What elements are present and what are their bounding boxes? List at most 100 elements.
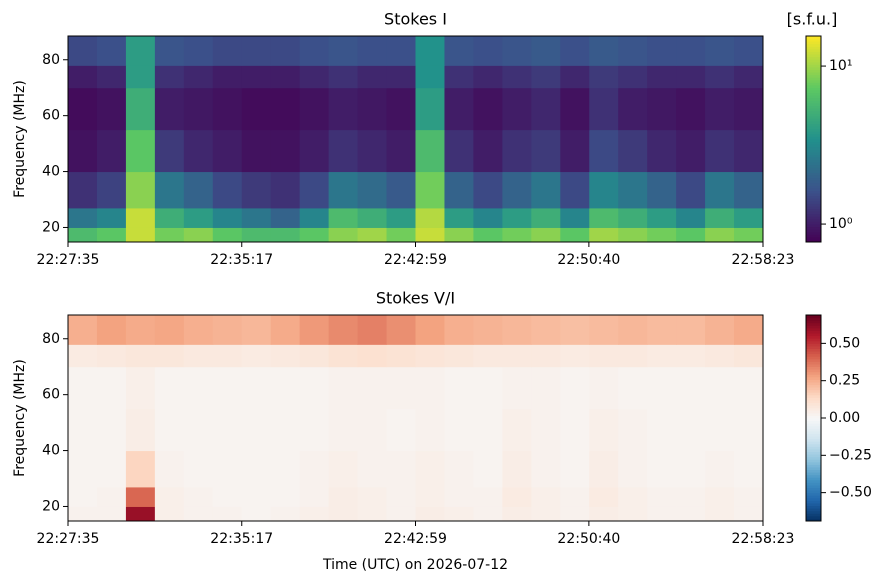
colorbar-step: [806, 345, 821, 349]
colorbar-tick-label: −0.50: [829, 485, 872, 501]
colorbar-step: [806, 51, 821, 55]
heatmap-cell: [183, 344, 214, 368]
colorbar-step: [806, 376, 821, 380]
y-tick-label: 20: [42, 219, 60, 235]
heatmap-cell: [502, 65, 532, 89]
colorbar-step: [806, 133, 821, 137]
heatmap-cell: [212, 486, 243, 507]
heatmap-cell: [676, 207, 706, 228]
colorbar-tick-label: 10¹: [829, 58, 852, 74]
colorbar-step: [806, 100, 821, 104]
colorbar-step: [806, 320, 821, 324]
heatmap-cell: [183, 506, 214, 522]
colorbar-step: [806, 484, 821, 489]
colorbar-step: [806, 193, 821, 197]
heatmap-cell: [473, 344, 503, 368]
heatmap-cell: [415, 344, 445, 368]
heatmap-cell: [618, 366, 648, 410]
y-tick-label: 20: [42, 498, 60, 514]
colorbar-step: [806, 74, 821, 78]
colorbar-step: [806, 120, 821, 125]
heatmap-cell: [618, 344, 648, 368]
heatmap-cell: [531, 171, 561, 209]
colorbar-step: [806, 182, 821, 186]
colorbar-step: [806, 236, 821, 240]
heatmap-cell: [589, 506, 619, 522]
colorbar-step: [806, 348, 821, 352]
heatmap-cell: [444, 87, 474, 131]
heatmap-cell: [125, 506, 156, 522]
heatmap-cell: [270, 129, 301, 173]
heatmap-cell: [589, 129, 619, 173]
heatmap-cell: [299, 408, 330, 452]
heatmap-cell: [299, 344, 330, 368]
heatmap-cell: [125, 87, 156, 131]
heatmap-cell: [647, 207, 677, 228]
heatmap-cell: [589, 450, 619, 488]
heatmap-cell: [96, 171, 127, 209]
heatmap-cell: [299, 171, 330, 209]
heatmap-cell: [357, 36, 388, 66]
chart-title: Stokes I: [384, 10, 447, 29]
heatmap-cell: [241, 450, 272, 488]
heatmap-cell: [125, 129, 156, 173]
colorbar-step: [806, 41, 821, 45]
colorbar-step: [806, 126, 821, 130]
heatmap-cell: [241, 227, 272, 243]
heatmap-cell: [589, 87, 619, 131]
colorbar-step: [806, 123, 821, 127]
colorbar-step: [806, 423, 821, 427]
heatmap-cell: [444, 450, 474, 488]
heatmap-cell: [125, 486, 156, 507]
heatmap-cell: [560, 486, 590, 507]
heatmap-cell: [183, 315, 214, 345]
heatmap-cell: [618, 87, 648, 131]
heatmap-cell: [734, 366, 764, 410]
colorbar-step: [806, 200, 821, 204]
heatmap-cell: [68, 171, 98, 209]
heatmap-cell: [241, 87, 272, 131]
heatmap-cell: [734, 227, 764, 243]
heatmap-cell: [734, 65, 764, 89]
colorbar-step: [806, 36, 821, 40]
colorbar-step: [806, 84, 821, 88]
heatmap-cell: [531, 486, 561, 507]
heatmap-cell: [212, 344, 243, 368]
heatmap-cell: [502, 408, 532, 452]
heatmap-cell: [531, 87, 561, 131]
heatmap-cell: [68, 227, 98, 243]
colorbar-step: [806, 343, 821, 347]
heatmap-cell: [212, 408, 243, 452]
heatmap-cell: [270, 87, 301, 131]
heatmap-cell: [96, 227, 127, 243]
colorbar-step: [806, 151, 821, 155]
heatmap-cell: [705, 366, 735, 410]
heatmap-cell: [328, 87, 359, 131]
heatmap-cell: [618, 227, 648, 243]
colorbar-step: [806, 333, 821, 337]
heatmap-cell: [473, 207, 503, 228]
colorbar-step: [806, 203, 821, 207]
heatmap-cell: [444, 129, 474, 173]
colorbar-step: [806, 407, 821, 411]
heatmap-cell: [68, 129, 98, 173]
heatmap-cell: [705, 129, 735, 173]
colorbar-label: [s.f.u.]: [787, 10, 838, 29]
colorbar-step: [806, 399, 821, 404]
heatmap-cell: [502, 450, 532, 488]
colorbar-step: [806, 90, 821, 94]
heatmap-cell: [328, 450, 359, 488]
heatmap-cell: [357, 207, 388, 228]
heatmap-cell: [618, 450, 648, 488]
colorbar-step: [806, 335, 821, 339]
colorbar-step: [806, 464, 821, 468]
heatmap-cell: [270, 366, 301, 410]
heatmap-cell: [415, 486, 445, 507]
colorbar-step: [806, 448, 821, 452]
colorbar-step: [806, 461, 821, 465]
colorbar-step: [806, 487, 821, 491]
heatmap-cell: [270, 171, 301, 209]
heatmap-cell: [299, 486, 330, 507]
heatmap-cell: [734, 486, 764, 507]
